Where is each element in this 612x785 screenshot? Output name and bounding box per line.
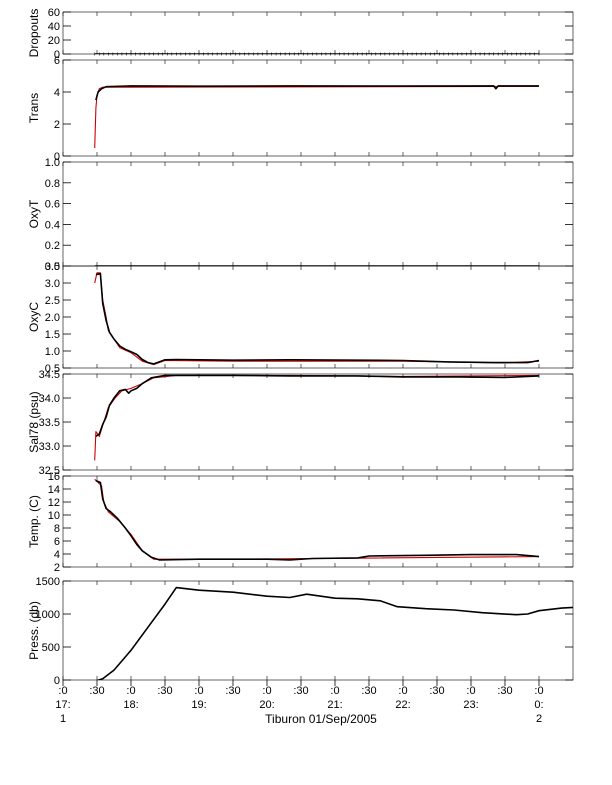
series-line-2: [95, 272, 540, 365]
panel-4: 0.5 1.0 1.5 2.0 2.5 3.0 3.5 OxyC: [27, 261, 574, 375]
chart-title: Tiburon 01/Sep/2005: [265, 712, 377, 726]
y-tick-label: 2: [54, 119, 60, 131]
panels: 0204060Dropouts0246Trans0.00.20.40.60.81…: [27, 7, 574, 687]
panel-frame: [62, 580, 574, 681]
y-tick-label: 40: [48, 21, 60, 33]
panel-frame: [62, 265, 574, 369]
y-tick-label: 0.6: [45, 199, 60, 211]
x-tick-label: :30: [157, 685, 172, 697]
x-hour-label: 21:: [327, 699, 342, 711]
series-line-2: [95, 85, 539, 101]
panel-5: 32.5 33.0 33.5 34.0 34.5 Sal78 (psu): [27, 369, 574, 477]
x-tick-label: :0: [534, 685, 543, 697]
panel-frame: [62, 59, 574, 157]
y-tick-label: 34.0: [39, 393, 60, 405]
panel-frame: [62, 373, 574, 471]
x-tick-label: :30: [429, 685, 444, 697]
y-tick-label: 0: [54, 151, 60, 163]
x-tick-label: :0: [58, 685, 67, 697]
y-tick-label: 0.0: [45, 261, 60, 273]
x-hour-label: 18:: [123, 699, 138, 711]
y-tick-label: 0: [54, 675, 60, 687]
y-tick-label: 6: [54, 536, 60, 548]
y-tick-label: 1500: [36, 576, 60, 588]
x-hour-label: 19:: [191, 699, 206, 711]
x-hour-label: 23:: [463, 699, 478, 711]
y-tick-label: 33.0: [39, 441, 60, 453]
y-tick-label: 500: [42, 642, 60, 654]
y-tick-label: 1000: [36, 609, 60, 621]
y-tick-label: 8: [54, 523, 60, 535]
y-tick-label: 0.4: [45, 219, 60, 231]
x-tick-label: :30: [497, 685, 512, 697]
y-tick-label: 1.5: [45, 329, 60, 341]
y-tick-label: 0.5: [45, 363, 60, 375]
y-tick-label: 3.0: [45, 278, 60, 290]
series-line-1: [94, 374, 540, 461]
y-axis-label: Trans: [27, 93, 41, 123]
x-day-label: 2: [536, 713, 542, 725]
y-tick-label: 33.5: [39, 417, 60, 429]
panel-1: 0 20 40 60 Dropouts: [27, 7, 574, 61]
y-tick-label: 6: [54, 55, 60, 67]
y-tick-label: 34.5: [39, 369, 60, 381]
y-axis-label: Temp. (C): [27, 495, 41, 548]
y-tick-label: 20: [48, 35, 60, 47]
y-tick-label: 60: [48, 7, 60, 19]
y-tick-label: 0.8: [45, 178, 60, 190]
x-hour-label: 0:: [534, 699, 543, 711]
series-line-1: [94, 85, 540, 149]
x-tick-label: :30: [361, 685, 376, 697]
x-tick-label: :0: [194, 685, 203, 697]
y-axis-label: Press. (db): [27, 601, 41, 660]
y-axis-label: OxyC: [27, 302, 41, 332]
panel-frame: [62, 475, 574, 568]
y-tick-label: 10: [48, 510, 60, 522]
y-axis-label: Dropouts: [27, 9, 41, 58]
y-axis-label: Sal78 (psu): [27, 391, 41, 452]
series-line-2: [95, 374, 540, 438]
panel-frame: [62, 161, 574, 267]
y-tick-label: 16: [48, 471, 60, 483]
y-tick-label: 3.5: [45, 261, 60, 273]
y-tick-label: 0.2: [45, 240, 60, 252]
y-tick-label: 4: [54, 87, 60, 99]
x-axis: :017:1:30:018::30:019::30:020::30:021::3…: [55, 680, 544, 725]
y-axis-label: OxyT: [27, 199, 41, 228]
y-tick-label: 2.0: [45, 312, 60, 324]
x-tick-label: :0: [126, 685, 135, 697]
series-line-1: [94, 272, 540, 366]
x-tick-label: :30: [293, 685, 308, 697]
x-hour-label: 22:: [395, 699, 410, 711]
y-tick-label: 2: [54, 562, 60, 574]
panel-frame: [62, 11, 574, 55]
panel-3: 0.0 0.2 0.4 0.6 0.8 1.0 OxyT: [27, 157, 574, 273]
y-tick-label: 1.0: [45, 157, 60, 169]
series-line-2: [95, 479, 540, 561]
x-tick-label: :30: [89, 685, 104, 697]
y-tick-label: 14: [48, 484, 60, 496]
y-tick-label: 4: [54, 549, 60, 561]
y-tick-label: 2.5: [45, 295, 60, 307]
series-line-1: [94, 478, 540, 560]
panel-2: 0 2 4 6 Trans: [27, 55, 574, 163]
panel-7: 0 500 1000 1500 Press. (db): [27, 576, 574, 687]
x-tick-label: :0: [466, 685, 475, 697]
x-tick-label: :0: [330, 685, 339, 697]
x-day-label: 1: [60, 713, 66, 725]
x-tick-label: :0: [262, 685, 271, 697]
series-line-1: [96, 586, 573, 680]
y-tick-label: 32.5: [39, 465, 60, 477]
x-hour-label: 20:: [259, 699, 274, 711]
y-tick-label: 12: [48, 497, 60, 509]
x-tick-label: :0: [398, 685, 407, 697]
y-tick-label: 1.0: [45, 346, 60, 358]
x-hour-label: 17:: [55, 699, 70, 711]
y-tick-label: 0: [54, 49, 60, 61]
x-tick-label: :30: [225, 685, 240, 697]
